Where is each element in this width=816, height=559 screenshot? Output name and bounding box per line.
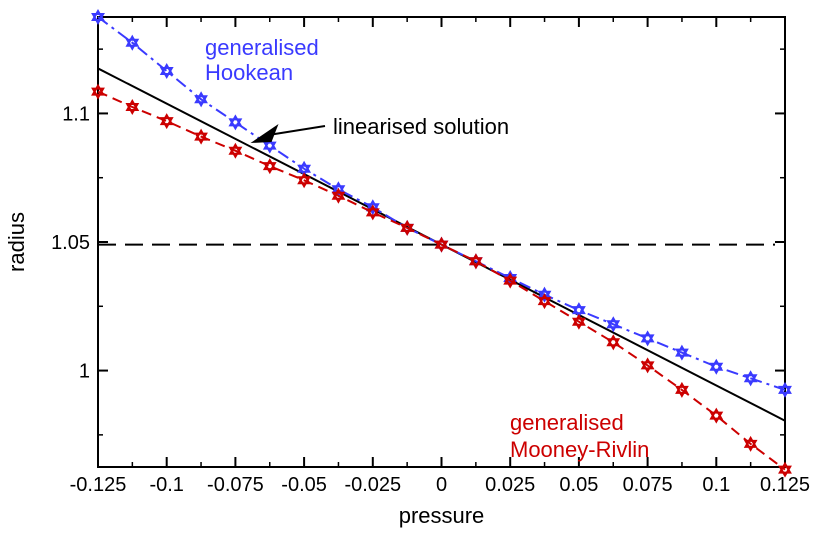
hookean-data-point (571, 302, 586, 319)
mooney-rivlin-annotation: generalised (510, 410, 624, 435)
mooney-rivlin-data-point (537, 293, 552, 310)
x-tick-label: 0.075 (623, 474, 673, 496)
hookean-annotation: Hookean (205, 60, 293, 85)
mooney-rivlin-data-point (675, 381, 689, 398)
hookean-data-point (709, 358, 724, 375)
mooney-rivlin-series-line (97, 90, 786, 471)
x-tick-label: -0.125 (70, 474, 127, 496)
mooney-rivlin-data-point (468, 253, 483, 270)
hookean-data-point (194, 91, 208, 108)
mooney-rivlin-data-point (503, 272, 518, 289)
mooney-rivlin-data-point (606, 334, 621, 351)
mooney-rivlin-data-point (434, 236, 449, 253)
hookean-data-point (125, 34, 140, 51)
x-tick-label: 0.05 (559, 474, 598, 496)
mooney-rivlin-data-point (400, 219, 415, 236)
hookean-data-point (297, 160, 312, 177)
mooney-rivlin-data-point (91, 83, 105, 100)
x-tick-label: -0.075 (207, 474, 264, 496)
x-tick-label: 0 (436, 474, 447, 496)
mooney-rivlin-data-point (778, 461, 792, 478)
hookean-data-point (640, 330, 655, 347)
x-tick-label: 0.1 (702, 474, 730, 496)
x-tick-label: 0.025 (485, 474, 535, 496)
x-tick-label: -0.025 (344, 474, 401, 496)
mooney-rivlin-data-point (262, 158, 277, 175)
linearised-annotation: linearised solution (333, 114, 509, 139)
mooney-rivlin-data-point (743, 435, 758, 452)
mooney-rivlin-data-point (228, 142, 243, 159)
mooney-rivlin-data-point (125, 98, 140, 116)
mooney-rivlin-data-point (159, 113, 174, 130)
mooney-rivlin-data-point (571, 313, 586, 330)
y-axis-title: radius (4, 212, 29, 272)
mooney-rivlin-data-point (297, 172, 312, 189)
hookean-data-point (743, 370, 758, 387)
mooney-rivlin-data-point (709, 407, 724, 424)
mooney-rivlin-annotation: Mooney-Rivlin (510, 437, 649, 462)
y-tick-label: 1.1 (62, 103, 90, 125)
mooney-rivlin-data-point (640, 357, 655, 374)
y-tick-label: 1 (79, 361, 90, 383)
annotation-arrow-head (250, 124, 279, 143)
hookean-data-point (675, 344, 689, 361)
x-axis-title: pressure (399, 503, 485, 528)
mooney-rivlin-data-point (331, 187, 346, 204)
hookean-data-point (262, 137, 277, 154)
hookean-data-point (159, 63, 174, 79)
hookean-annotation: generalised (205, 35, 319, 60)
hookean-data-point (91, 9, 105, 25)
x-tick-label: -0.05 (281, 474, 327, 496)
hookean-data-point (228, 114, 243, 131)
annotation-arrow-line (268, 125, 326, 136)
mooney-rivlin-data-point (194, 128, 208, 145)
hookean-data-point (778, 381, 792, 398)
x-tick-label: 0.125 (760, 474, 810, 496)
hookean-series-line (97, 16, 786, 391)
hookean-data-point (606, 316, 621, 333)
x-tick-label: -0.1 (149, 474, 183, 496)
y-tick-label: 1.05 (51, 232, 90, 254)
mooney-rivlin-data-point (365, 204, 380, 221)
